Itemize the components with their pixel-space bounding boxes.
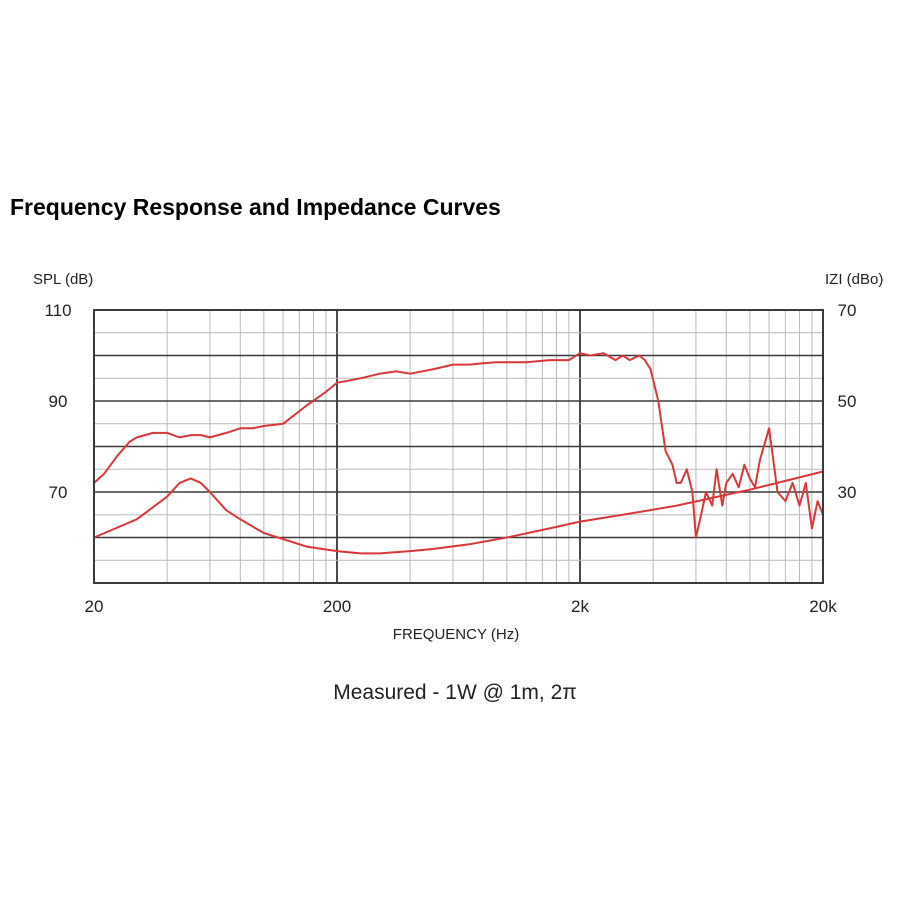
grid (93, 309, 824, 584)
x-tick-label: 2k (571, 597, 589, 616)
curves (93, 352, 824, 555)
spl-curve (93, 352, 824, 539)
chart-caption: Measured - 1W @ 1m, 2π (333, 681, 577, 704)
y-axis-left-label: SPL (dB) (33, 271, 93, 288)
x-tick-label: 200 (323, 597, 351, 616)
impedance-curve (93, 470, 824, 555)
y-tick-label-right: 50 (838, 392, 857, 411)
chart-title: Frequency Response and Impedance Curves (10, 194, 501, 220)
y-axis-right-label: IZI (dBo) (825, 271, 883, 288)
y-tick-label-left: 110 (44, 301, 71, 320)
y-tick-label-right: 70 (838, 301, 857, 320)
tick-labels: 20 200 2k 20k 110 90 70 70 50 30 (44, 301, 856, 616)
y-tick-label-right: 30 (838, 483, 857, 502)
y-tick-label-left: 90 (49, 392, 68, 411)
y-tick-label-left: 70 (49, 483, 68, 502)
x-tick-label: 20k (809, 597, 837, 616)
x-axis-label: FREQUENCY (Hz) (393, 626, 519, 643)
x-tick-label: 20 (85, 597, 104, 616)
plot-frame (93, 309, 824, 584)
